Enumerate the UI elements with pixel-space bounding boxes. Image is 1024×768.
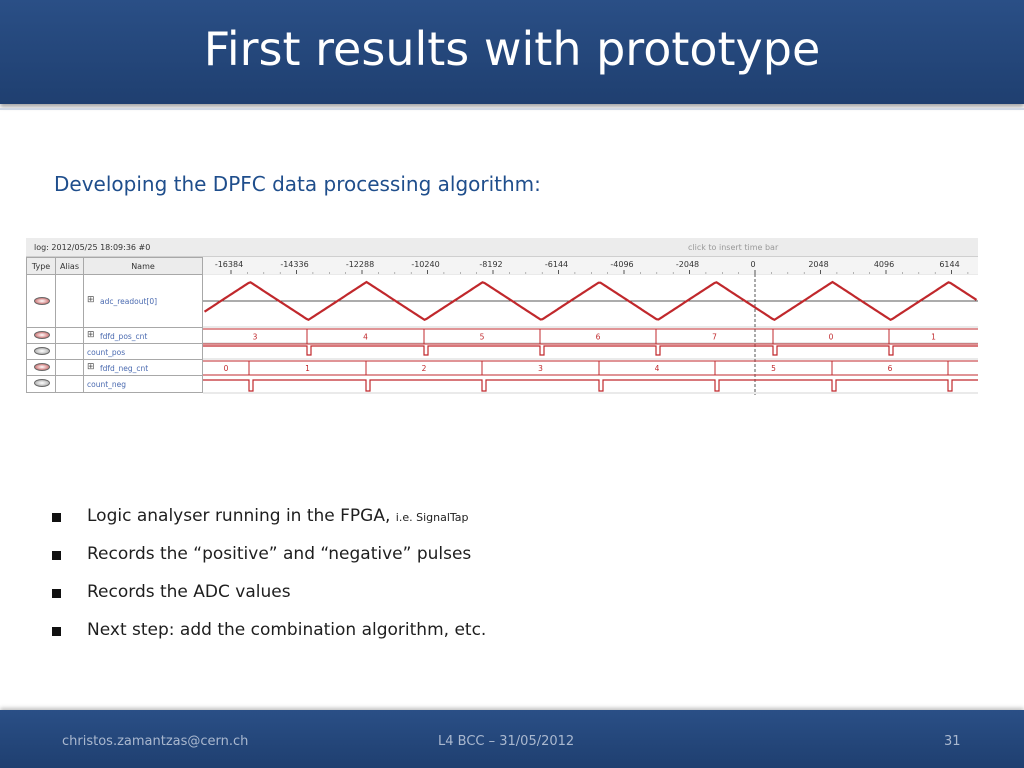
neg-cnt-bus-value: 2 [422,364,427,373]
bus-node-icon [34,363,50,371]
tick-label: -14336 [280,260,308,269]
pos-cnt-bus-value: 4 [363,333,368,342]
type-cell [26,274,56,328]
tick-label: 4096 [874,260,894,269]
bullet-icon [52,513,61,522]
slide-subtitle: Developing the DPFC data processing algo… [54,172,541,196]
title-bar: First results with prototype [0,0,1024,104]
signal-row[interactable]: ⊞ fdfd_neg_cnt [83,359,203,376]
waveform-view[interactable]: -16384 -14336 -12288 -10240 -8192 -6144 -4096 -… [203,257,978,395]
signal-name: fdfd_neg_cnt [100,364,149,373]
tick-label: 0 [750,260,755,269]
signal-name: count_pos [87,348,126,357]
neg-cnt-bus-value: 3 [538,364,543,373]
tick-label: -6144 [545,260,568,269]
signal-row[interactable]: ⊞ adc_readout[0] [83,274,203,328]
tick-label: -16384 [215,260,243,269]
bus-node-icon [34,331,50,339]
type-cell [26,375,56,393]
bullet-note: i.e. SignalTap [395,511,469,524]
pos-cnt-bus-value: 6 [596,333,601,342]
neg-cnt-bus-value: 5 [771,364,776,373]
footer: christos.zamantzas@cern.ch L4 BCC – 31/0… [0,710,1024,768]
neg-cnt-bus-value: 6 [888,364,893,373]
signal-row[interactable]: count_neg [83,375,203,393]
alias-cell [55,359,84,376]
alias-cell [55,327,84,344]
count-neg-pulses [203,379,978,392]
log-bar: log: 2012/05/25 18:09:36 #0 click to ins… [26,238,978,257]
alias-cell [55,343,84,360]
pos-cnt-bus-value: 3 [253,333,258,342]
bullet-icon [52,627,61,636]
type-cell [26,343,56,360]
alias-cell [55,375,84,393]
signal-name: count_neg [87,380,127,389]
signaltap-capture: log: 2012/05/25 18:09:36 #0 click to ins… [26,238,978,395]
tick-label: 2048 [808,260,828,269]
node-icon [34,379,50,387]
adc-waveform [203,280,978,322]
bullet-text: Logic analyser running in the FPGA, [87,506,396,526]
tick-label: -4096 [610,260,633,269]
bullet-text: Next step: add the combination algorithm… [87,620,487,640]
time-ruler [203,257,978,274]
tick-label: -10240 [411,260,439,269]
page-number: 31 [944,734,961,749]
type-cell [26,327,56,344]
bus-node-icon [34,297,50,305]
signal-row[interactable]: count_pos [83,343,203,360]
expand-icon[interactable]: ⊞ [87,295,95,305]
neg-cnt-bus-value: 0 [224,364,229,373]
pos-cnt-bus-value: 7 [712,333,717,342]
tick-label: 6144 [939,260,959,269]
tick-label: -2048 [676,260,699,269]
tick-label: -8192 [479,260,502,269]
count-pos-pulses [203,345,978,356]
signal-row[interactable]: ⊞ fdfd_pos_cnt [83,327,203,344]
bullet-text: Records the “positive” and “negative” pu… [87,544,472,564]
neg-cnt-bus-value: 4 [655,364,660,373]
footer-author: christos.zamantzas@cern.ch [62,734,249,749]
title-divider [0,108,1024,110]
column-header-name[interactable]: Name [83,257,203,275]
alias-cell [55,274,84,328]
footer-event: L4 BCC – 31/05/2012 [438,734,575,749]
pos-cnt-bus-value: 1 [931,333,936,342]
pos-cnt-bus-value: 5 [480,333,485,342]
log-label: log: 2012/05/25 18:09:36 #0 [34,243,151,252]
type-cell [26,359,56,376]
pos-cnt-bus-value: 0 [829,333,834,342]
bullet-icon [52,589,61,598]
signal-name: adc_readout[0] [100,297,158,306]
column-header-alias[interactable]: Alias [55,257,84,275]
column-header-type[interactable]: Type [26,257,56,275]
expand-icon[interactable]: ⊞ [87,362,95,372]
neg-cnt-bus-value: 1 [305,364,310,373]
time-bar-hint[interactable]: click to insert time bar [688,243,779,252]
signal-list: Type Alias Name ⊞ adc_readout[0] ⊞ fdfd_… [26,257,203,395]
signal-name: fdfd_pos_cnt [100,332,148,341]
bullet-text: Records the ADC values [87,582,291,602]
node-icon [34,347,50,355]
bullet-icon [52,551,61,560]
expand-icon[interactable]: ⊞ [87,330,95,340]
tick-label: -12288 [346,260,374,269]
slide-title: First results with prototype [203,22,821,76]
